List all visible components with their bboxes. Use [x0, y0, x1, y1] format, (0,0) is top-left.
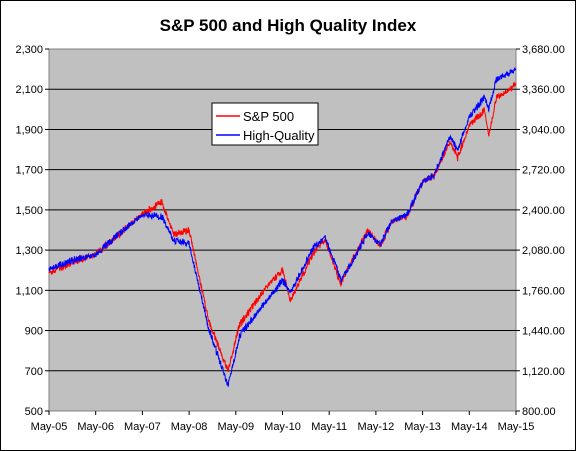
- x-tick-label: May-12: [358, 421, 395, 433]
- right-tick-label: 1,120.00: [522, 366, 565, 378]
- right-tick-label: 3,040.00: [522, 124, 565, 136]
- x-axis: May-05 May-06 May-07 May-08 May-09 May-10 May-…: [31, 411, 535, 433]
- left-tick-label: 1,300: [15, 245, 43, 257]
- gridlines: [49, 88, 516, 372]
- x-tick-label: May-09: [217, 421, 254, 433]
- x-tick-label: May-14: [451, 421, 488, 433]
- series-line-high-quality: [48, 67, 517, 387]
- x-tick-label: May-11: [311, 421, 347, 433]
- left-tick-label: 1,100: [15, 285, 43, 297]
- right-tick-label: 1,440.00: [522, 326, 565, 338]
- right-tick-label: 2,080.00: [522, 245, 565, 257]
- x-tick-label: May-13: [404, 421, 441, 433]
- legend-box: [211, 102, 319, 146]
- x-tick-label: May-06: [77, 421, 114, 433]
- right-tick-label: 3,680.00: [522, 44, 565, 56]
- right-tick-label: 1,760.00: [522, 285, 565, 297]
- right-tick-label: 2,400.00: [522, 205, 565, 217]
- legend-label-sp500: S&P 500: [243, 109, 294, 124]
- right-axis: 800.00 1,120.00 1,440.00 1,760.00 2,080.00 2,…: [516, 44, 565, 418]
- left-axis: 500 700 900 1,100 1,300 1,500 1,700 1,900 2,100 2…: [15, 44, 49, 418]
- left-tick-label: 1,500: [15, 205, 43, 217]
- legend-label-high-quality: High-Quality: [243, 128, 315, 143]
- x-tick-label: May-10: [264, 421, 301, 433]
- series-lines: [48, 67, 517, 387]
- x-tick-label: May-08: [171, 421, 208, 433]
- right-tick-label: 2,720.00: [522, 165, 565, 177]
- x-tick-label: May-15: [498, 421, 535, 433]
- x-tick-label: May-07: [124, 421, 161, 433]
- left-tick-label: 2,300: [15, 44, 43, 56]
- legend: S&P 500 High-Quality: [211, 102, 319, 146]
- right-tick-label: 800.00: [522, 406, 556, 418]
- x-tick-label: May-05: [31, 421, 68, 433]
- left-tick-label: 700: [25, 366, 43, 378]
- left-tick-label: 1,900: [15, 124, 43, 136]
- left-tick-label: 900: [25, 326, 43, 338]
- chart-title: S&P 500 and High Quality Index: [159, 16, 417, 35]
- left-tick-label: 1,700: [15, 165, 43, 177]
- left-tick-label: 500: [25, 406, 43, 418]
- right-tick-label: 3,360.00: [522, 84, 565, 96]
- left-tick-label: 2,100: [15, 84, 43, 96]
